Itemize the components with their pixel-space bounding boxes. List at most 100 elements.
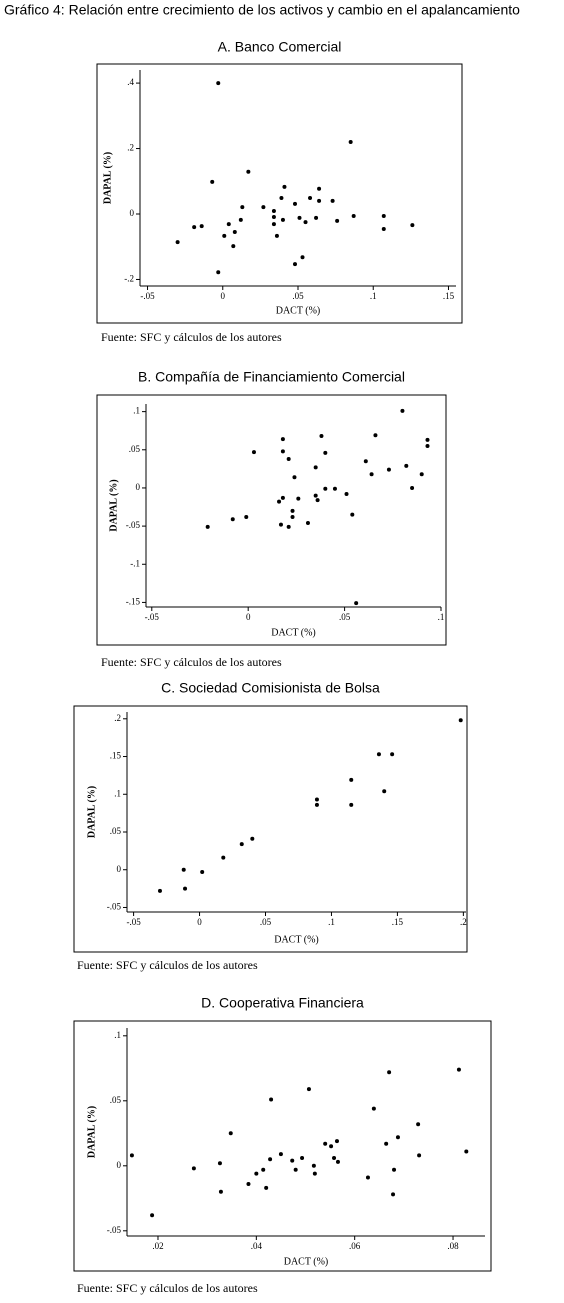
- x-tick-label: 0: [197, 917, 202, 927]
- x-tick-label: .02: [152, 1241, 163, 1251]
- point: [416, 1122, 421, 1127]
- point: [391, 1192, 396, 1197]
- point: [335, 218, 340, 223]
- panel-frame: [73, 1020, 492, 1272]
- point: [244, 514, 249, 519]
- point: [323, 1141, 328, 1146]
- panel-title: B. Compañía de Financiamiento Comercial: [138, 369, 405, 385]
- panel-frame: [96, 394, 447, 646]
- point: [264, 1185, 269, 1190]
- y-tick-label: -.05: [107, 1225, 122, 1235]
- point: [381, 227, 386, 232]
- point: [373, 433, 378, 438]
- y-tick-label: 0: [130, 208, 135, 218]
- point: [231, 244, 236, 249]
- point: [404, 463, 409, 468]
- source-note: Fuente: SFC y cálculos de los autores: [101, 655, 282, 669]
- point: [306, 1087, 311, 1092]
- point: [314, 215, 319, 220]
- y-tick-label: 0: [117, 1160, 122, 1170]
- point: [332, 486, 337, 491]
- point: [175, 240, 180, 245]
- point: [240, 205, 245, 210]
- point: [323, 486, 328, 491]
- x-tick-label: .05: [339, 612, 351, 622]
- point: [330, 198, 335, 203]
- y-tick-label: 0: [117, 864, 122, 874]
- x-tick-label: .1: [328, 917, 335, 927]
- point: [317, 198, 322, 203]
- point: [335, 1159, 340, 1164]
- point: [312, 1171, 317, 1176]
- point: [191, 1166, 196, 1171]
- point: [332, 1156, 337, 1160]
- y-tick-label: .05: [129, 444, 141, 454]
- point: [351, 213, 356, 218]
- point: [390, 752, 395, 757]
- point: [348, 140, 353, 144]
- point: [349, 777, 354, 782]
- point: [282, 184, 287, 189]
- point: [371, 1106, 376, 1111]
- point: [246, 169, 251, 174]
- x-tick-label: .1: [370, 291, 377, 301]
- y-tick-label: .05: [110, 1095, 122, 1105]
- point: [278, 522, 283, 527]
- point: [157, 888, 162, 893]
- point: [464, 1149, 469, 1154]
- point: [349, 802, 354, 807]
- point: [365, 1175, 370, 1180]
- point: [226, 222, 231, 227]
- point: [239, 842, 244, 847]
- point: [280, 217, 285, 222]
- point: [269, 1097, 274, 1102]
- point: [274, 233, 279, 238]
- point: [129, 1153, 134, 1158]
- point: [218, 1189, 223, 1194]
- point: [376, 752, 381, 757]
- point: [271, 222, 276, 227]
- y-axis-label: DAPAL (%): [108, 479, 119, 531]
- y-axis-label: DAPAL (%): [86, 1106, 97, 1158]
- panel-frame: [73, 705, 468, 953]
- point: [246, 1182, 251, 1186]
- x-tick-label: .08: [447, 1241, 459, 1251]
- point: [199, 224, 204, 229]
- y-axis-label: DAPAL (%): [86, 786, 97, 838]
- source-note: Fuente: SFC y cálculos de los autores: [77, 1281, 258, 1295]
- panel-title: A. Banco Comercial: [218, 39, 342, 55]
- x-axis-label: DACT (%): [271, 627, 316, 638]
- y-tick-label: .2: [114, 713, 121, 723]
- y-tick-label: .05: [110, 826, 122, 836]
- y-tick-label: .1: [133, 406, 140, 416]
- point: [381, 213, 386, 218]
- x-axis-label: DACT (%): [276, 305, 321, 316]
- point: [228, 1131, 233, 1136]
- point: [305, 521, 310, 526]
- y-tick-label: -.05: [126, 520, 141, 530]
- point: [382, 789, 387, 794]
- point: [200, 870, 205, 874]
- x-tick-label: 0: [246, 612, 251, 622]
- point: [216, 270, 221, 275]
- point: [410, 223, 415, 228]
- y-tick-label: .1: [114, 788, 121, 798]
- point: [290, 514, 295, 519]
- point: [292, 201, 297, 206]
- x-tick-label: .04: [251, 1241, 263, 1251]
- point: [313, 465, 318, 470]
- x-tick-label: .1: [438, 612, 445, 622]
- point: [286, 456, 291, 461]
- x-tick-label: 0: [221, 291, 226, 301]
- point: [419, 472, 424, 477]
- y-tick-label: .15: [110, 751, 122, 761]
- point: [395, 1135, 400, 1140]
- point: [251, 450, 256, 455]
- point: [384, 1141, 389, 1146]
- point: [354, 601, 359, 606]
- point: [314, 797, 319, 802]
- x-tick-label: .06: [349, 1241, 361, 1251]
- point: [221, 855, 226, 860]
